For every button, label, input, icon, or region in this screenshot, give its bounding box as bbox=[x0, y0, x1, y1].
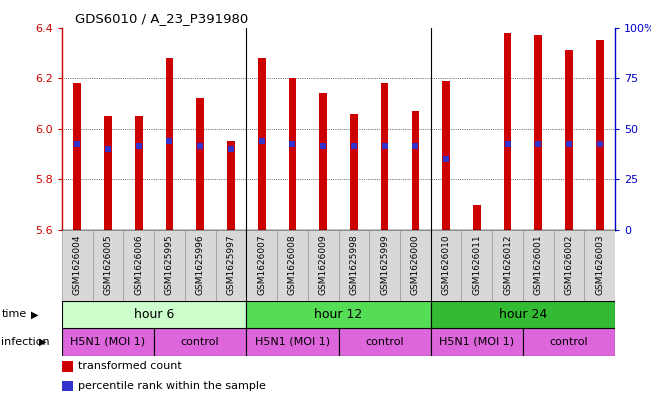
Bar bbox=[400, 230, 431, 301]
Text: ▶: ▶ bbox=[31, 309, 39, 320]
Text: ▶: ▶ bbox=[39, 337, 47, 347]
Bar bbox=[246, 328, 339, 356]
Bar bbox=[411, 111, 419, 230]
Text: time: time bbox=[1, 309, 27, 320]
Bar bbox=[339, 230, 369, 301]
Bar bbox=[74, 83, 81, 230]
Bar bbox=[104, 116, 112, 230]
Bar bbox=[504, 33, 512, 230]
Bar bbox=[431, 230, 462, 301]
Text: GSM1625997: GSM1625997 bbox=[227, 235, 236, 296]
Text: GSM1625995: GSM1625995 bbox=[165, 235, 174, 296]
Text: GSM1626001: GSM1626001 bbox=[534, 235, 543, 296]
Text: GSM1626005: GSM1626005 bbox=[104, 235, 113, 296]
Bar bbox=[246, 301, 431, 328]
Text: GSM1626011: GSM1626011 bbox=[473, 235, 481, 296]
Bar bbox=[62, 230, 92, 301]
Bar bbox=[523, 230, 554, 301]
Bar bbox=[277, 230, 308, 301]
Bar bbox=[227, 141, 235, 230]
Bar bbox=[215, 230, 246, 301]
Bar bbox=[288, 78, 296, 230]
Bar bbox=[197, 98, 204, 230]
Bar bbox=[473, 205, 480, 230]
Text: control: control bbox=[550, 337, 589, 347]
Bar bbox=[92, 230, 123, 301]
Text: percentile rank within the sample: percentile rank within the sample bbox=[78, 381, 266, 391]
Bar bbox=[554, 230, 585, 301]
Bar bbox=[246, 230, 277, 301]
Text: H5N1 (MOI 1): H5N1 (MOI 1) bbox=[255, 337, 330, 347]
Text: GDS6010 / A_23_P391980: GDS6010 / A_23_P391980 bbox=[75, 12, 248, 25]
Bar bbox=[135, 116, 143, 230]
Text: GSM1626000: GSM1626000 bbox=[411, 235, 420, 296]
Bar bbox=[319, 93, 327, 230]
Text: GSM1626006: GSM1626006 bbox=[134, 235, 143, 296]
Text: GSM1626012: GSM1626012 bbox=[503, 235, 512, 296]
Text: control: control bbox=[365, 337, 404, 347]
Text: hour 6: hour 6 bbox=[134, 308, 174, 321]
Bar bbox=[534, 35, 542, 230]
Bar bbox=[62, 301, 246, 328]
Text: H5N1 (MOI 1): H5N1 (MOI 1) bbox=[439, 337, 514, 347]
Bar bbox=[339, 328, 431, 356]
Bar bbox=[154, 328, 246, 356]
Text: GSM1626007: GSM1626007 bbox=[257, 235, 266, 296]
Bar bbox=[523, 328, 615, 356]
Text: GSM1626004: GSM1626004 bbox=[73, 235, 82, 296]
Text: GSM1625996: GSM1625996 bbox=[196, 235, 204, 296]
Bar bbox=[585, 230, 615, 301]
Bar bbox=[258, 58, 266, 230]
Text: GSM1625998: GSM1625998 bbox=[350, 235, 359, 296]
Bar bbox=[62, 328, 154, 356]
Text: GSM1626003: GSM1626003 bbox=[595, 235, 604, 296]
Bar bbox=[492, 230, 523, 301]
Text: GSM1626002: GSM1626002 bbox=[564, 235, 574, 296]
Text: GSM1626010: GSM1626010 bbox=[441, 235, 450, 296]
Bar bbox=[442, 81, 450, 230]
Bar bbox=[165, 58, 173, 230]
Text: hour 24: hour 24 bbox=[499, 308, 547, 321]
Bar bbox=[185, 230, 215, 301]
Bar bbox=[369, 230, 400, 301]
Text: control: control bbox=[181, 337, 219, 347]
Bar bbox=[431, 301, 615, 328]
Bar bbox=[123, 230, 154, 301]
Bar bbox=[381, 83, 389, 230]
Bar bbox=[431, 328, 523, 356]
Bar bbox=[462, 230, 492, 301]
Bar bbox=[154, 230, 185, 301]
Bar bbox=[308, 230, 339, 301]
Text: H5N1 (MOI 1): H5N1 (MOI 1) bbox=[70, 337, 146, 347]
Text: hour 12: hour 12 bbox=[314, 308, 363, 321]
Text: GSM1626009: GSM1626009 bbox=[318, 235, 327, 296]
Text: transformed count: transformed count bbox=[78, 362, 182, 371]
Bar bbox=[350, 114, 358, 230]
Bar bbox=[62, 380, 73, 391]
Text: GSM1626008: GSM1626008 bbox=[288, 235, 297, 296]
Bar bbox=[596, 40, 603, 230]
Text: infection: infection bbox=[1, 337, 50, 347]
Bar bbox=[565, 50, 573, 230]
Text: GSM1625999: GSM1625999 bbox=[380, 235, 389, 296]
Bar bbox=[62, 361, 73, 372]
